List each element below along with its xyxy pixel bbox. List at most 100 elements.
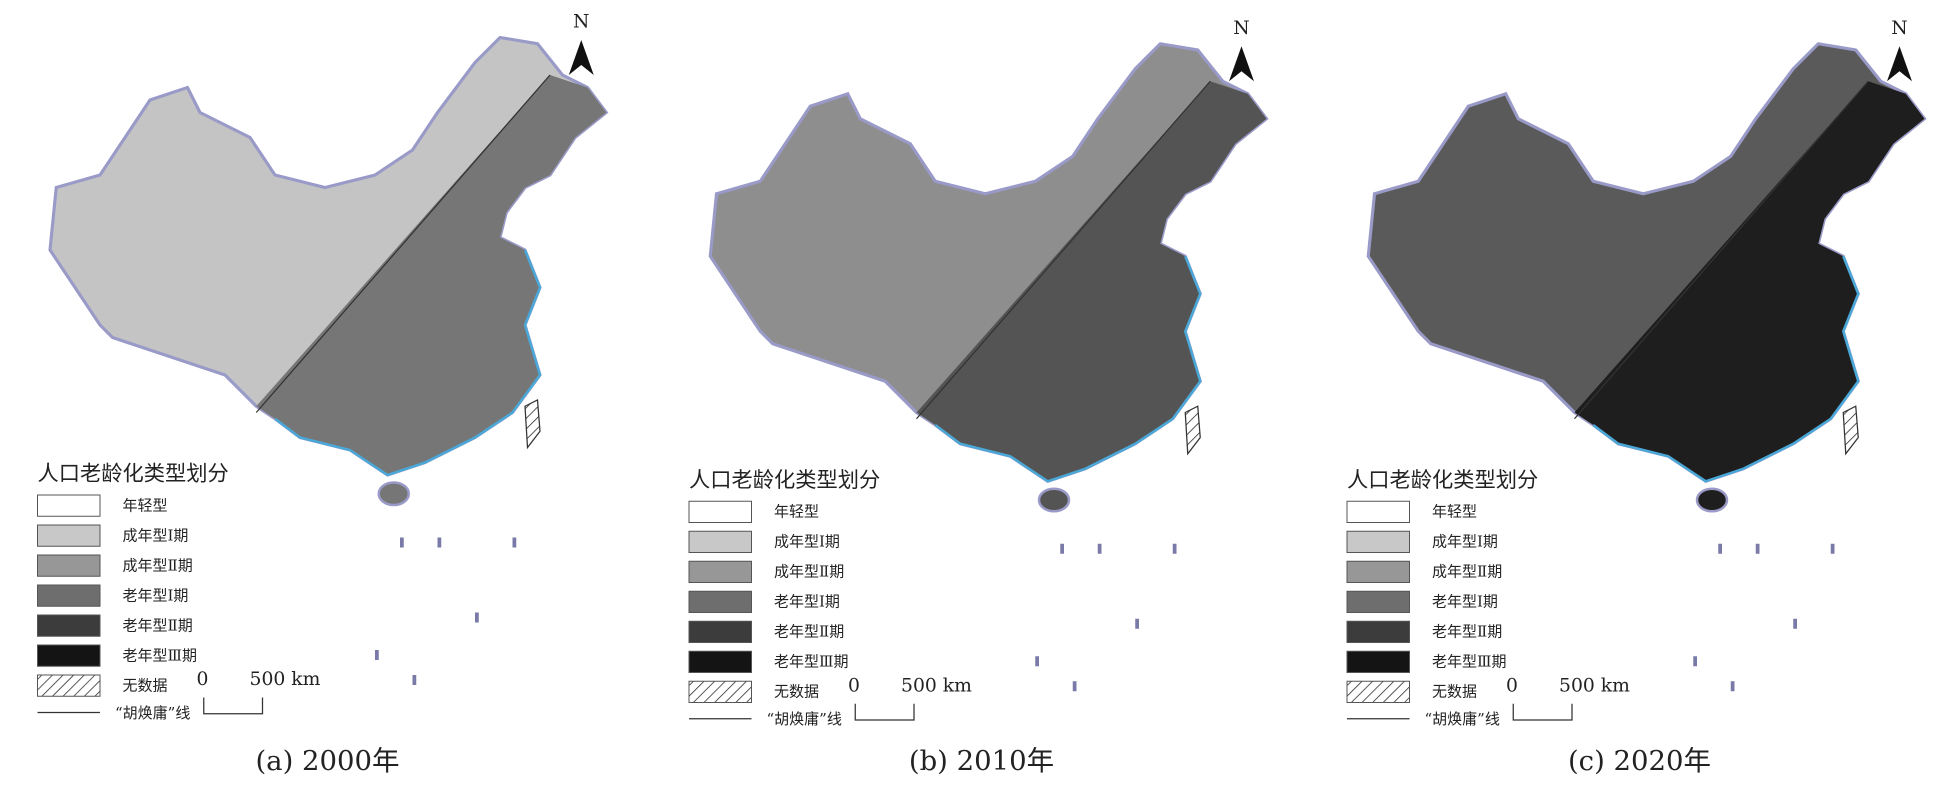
island	[1718, 543, 1722, 554]
legend-label: “胡焕庸”线	[767, 710, 842, 728]
legend-label: 成年型Ⅰ期	[1432, 533, 1498, 551]
legend-label: 老年型Ⅲ期	[774, 653, 848, 671]
legend-label: 成年型Ⅰ期	[774, 533, 840, 551]
scale-bar	[854, 703, 915, 721]
legend-swatch	[1346, 500, 1410, 523]
legend-swatch	[1346, 590, 1410, 613]
legend-swatch	[37, 674, 101, 697]
legend-title: 人口老龄化类型划分	[38, 462, 229, 487]
map: N	[48, 12, 609, 685]
scale-label: 0	[1506, 675, 1518, 696]
north-arrow	[1229, 46, 1254, 82]
legend-label: 老年型Ⅲ期	[1432, 653, 1506, 671]
north-label: N	[573, 12, 589, 33]
caption: (c) 2020年	[1568, 745, 1711, 777]
hainan	[1695, 487, 1729, 513]
legend: 人口老龄化类型划分年轻型成年型Ⅰ期成年型Ⅱ期老年型Ⅰ期老年型Ⅱ期老年型Ⅲ期无数据…	[688, 468, 972, 728]
hu-line	[255, 74, 551, 413]
legend-label: 老年型Ⅰ期	[1432, 593, 1498, 611]
legend-swatch	[37, 584, 101, 607]
legend-title: 人口老龄化类型划分	[1347, 468, 1538, 493]
legend-title: 人口老龄化类型划分	[689, 468, 880, 493]
legend-label: 老年型Ⅱ期	[1432, 623, 1502, 641]
island	[475, 612, 479, 623]
island	[1097, 543, 1102, 554]
scale-label: 500 km	[901, 675, 972, 696]
panel: N 人口老龄化类型划分年轻型成年型Ⅰ期成年型Ⅱ期老年型Ⅰ期老年型Ⅱ期老年型Ⅲ期无数…	[37, 12, 609, 777]
legend-swatch	[688, 500, 752, 523]
map: N	[1366, 18, 1927, 692]
legend-label: 老年型Ⅰ期	[123, 586, 189, 604]
island	[1755, 543, 1760, 554]
legend-label: 成年型Ⅰ期	[123, 526, 189, 544]
taiwan	[1184, 405, 1201, 456]
legend-label: “胡焕庸”线	[115, 704, 190, 722]
north-arrow	[568, 40, 594, 75]
legend: 人口老龄化类型划分年轻型成年型Ⅰ期成年型Ⅱ期老年型Ⅰ期老年型Ⅱ期老年型Ⅲ期无数据…	[1346, 468, 1630, 728]
coastline	[1592, 255, 1860, 483]
legend: 人口老龄化类型划分年轻型成年型Ⅰ期成年型Ⅱ期老年型Ⅰ期老年型Ⅱ期老年型Ⅲ期无数据…	[37, 462, 321, 722]
legend-swatch	[688, 590, 752, 613]
legend-label: 无数据	[774, 683, 819, 701]
legend-label: 年轻型	[774, 503, 819, 521]
legend-swatch	[37, 554, 101, 577]
panel: N 人口老龄化类型划分年轻型成年型Ⅰ期成年型Ⅱ期老年型Ⅰ期老年型Ⅱ期老年型Ⅲ期无数…	[688, 18, 1269, 777]
legend-swatch	[688, 530, 752, 553]
legend-label: 无数据	[123, 676, 168, 694]
island	[512, 537, 517, 548]
island	[1693, 656, 1697, 667]
scale-label: 0	[197, 669, 209, 690]
country-east	[916, 81, 1267, 482]
scale-label: 500 km	[250, 669, 321, 690]
legend-label: 成年型Ⅱ期	[774, 563, 844, 581]
legend-label: “胡焕庸”线	[1425, 710, 1500, 728]
taiwan	[524, 399, 541, 450]
legend-label: 年轻型	[123, 496, 168, 514]
scale-label: 500 km	[1559, 675, 1630, 696]
island	[412, 675, 417, 685]
island	[1730, 681, 1735, 692]
legend-label: 老年型Ⅲ期	[123, 646, 197, 664]
island	[1793, 618, 1797, 629]
north-label: N	[1891, 18, 1907, 39]
island	[1060, 543, 1064, 554]
hu-line	[1574, 80, 1869, 420]
legend-swatch	[1346, 560, 1410, 583]
island	[1172, 543, 1177, 554]
legend-swatch	[37, 524, 101, 547]
map: N	[708, 18, 1269, 692]
legend-swatch	[1346, 650, 1410, 673]
legend-swatch	[688, 560, 752, 583]
legend-swatch	[37, 494, 101, 517]
legend-swatch	[688, 650, 752, 673]
hainan	[1037, 487, 1071, 513]
panel: N 人口老龄化类型划分年轻型成年型Ⅰ期成年型Ⅱ期老年型Ⅰ期老年型Ⅱ期老年型Ⅲ期无数…	[1346, 18, 1927, 777]
caption: (a) 2000年	[255, 745, 399, 777]
scale-bar	[1512, 703, 1573, 721]
legend-label: 无数据	[1432, 683, 1477, 701]
island	[437, 537, 442, 548]
north-arrow	[1887, 46, 1912, 82]
legend-swatch	[1346, 620, 1410, 643]
legend-label: 年轻型	[1432, 503, 1477, 521]
scale-bar	[203, 697, 264, 715]
island	[1072, 681, 1077, 692]
legend-label: 老年型Ⅱ期	[123, 616, 193, 634]
legend-label: 成年型Ⅱ期	[123, 556, 193, 574]
hu-line	[916, 80, 1211, 420]
legend-label: 老年型Ⅱ期	[774, 623, 844, 641]
legend-swatch	[37, 644, 101, 667]
legend-swatch	[688, 620, 752, 643]
country-east	[256, 75, 607, 475]
country-east	[1574, 81, 1925, 482]
caption: (b) 2010年	[909, 745, 1054, 777]
taiwan	[1842, 405, 1859, 456]
north-label: N	[1233, 18, 1249, 39]
coastline	[934, 255, 1202, 483]
island	[1135, 618, 1139, 629]
legend-label: 成年型Ⅱ期	[1432, 563, 1502, 581]
legend-swatch	[688, 680, 752, 703]
island	[375, 650, 379, 660]
coastline	[274, 249, 542, 477]
